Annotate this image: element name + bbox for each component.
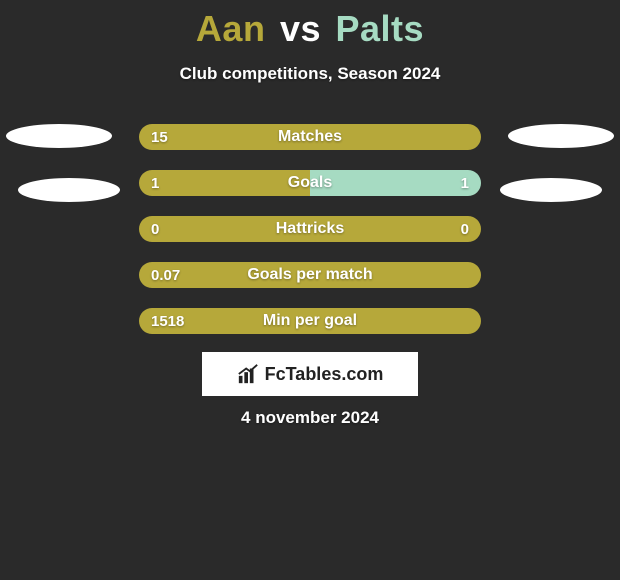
stat-bar-left [139,124,481,150]
stat-bar-left [139,308,481,334]
branding-box: FcTables.com [202,352,418,396]
stat-bar-left [139,262,481,288]
stat-value-left: 0 [151,216,159,242]
stat-value-left: 1 [151,170,159,196]
footer-date: 4 november 2024 [0,408,620,428]
stat-row: Matches15 [139,124,481,150]
player2-name: Palts [336,8,425,49]
decor-ellipse [6,124,112,148]
player1-name: Aan [196,8,266,49]
stat-row: Hattricks00 [139,216,481,242]
subtitle: Club competitions, Season 2024 [0,64,620,84]
decor-ellipse [508,124,614,148]
stat-value-right: 0 [461,216,469,242]
decor-ellipse [18,178,120,202]
vs-text: vs [280,8,321,49]
bar-chart-icon [237,363,259,385]
stat-value-left: 15 [151,124,168,150]
stat-bar-left [139,170,310,196]
stat-value-right: 1 [461,170,469,196]
stat-bar-left [139,216,481,242]
stat-row: Goals per match0.07 [139,262,481,288]
page-title: Aan vs Palts [0,0,620,50]
decor-ellipse [500,178,602,202]
stat-bar-right [310,170,481,196]
stat-value-left: 1518 [151,308,184,334]
stat-row: Goals11 [139,170,481,196]
stat-value-left: 0.07 [151,262,180,288]
stat-row: Min per goal1518 [139,308,481,334]
branding-text: FcTables.com [265,364,384,385]
comparison-bars: Matches15Goals11Hattricks00Goals per mat… [139,124,481,354]
